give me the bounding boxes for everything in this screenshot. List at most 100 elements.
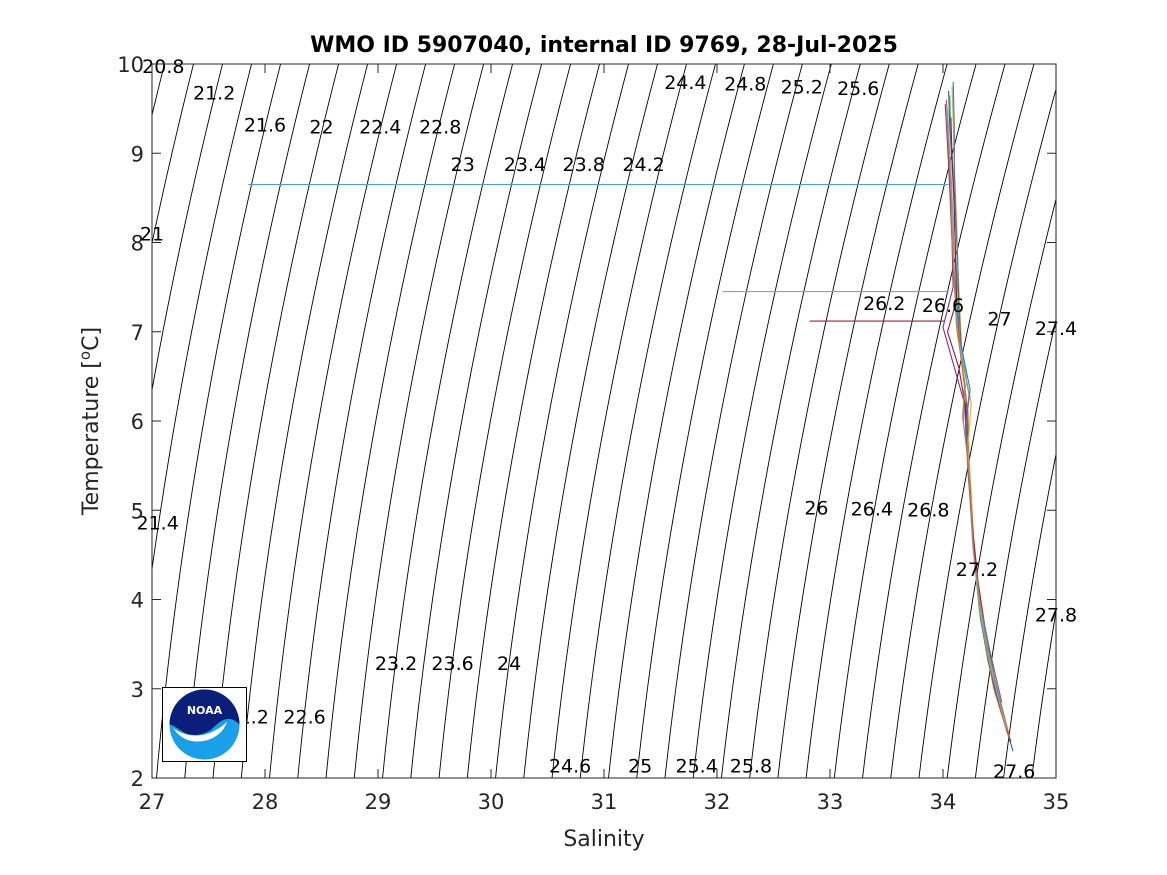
isopycnal-label: 24.8 bbox=[724, 74, 766, 96]
y-tick-label: 7 bbox=[131, 321, 144, 345]
isopycnal-label: 21.4 bbox=[136, 513, 178, 535]
isopycnal-label: 20.8 bbox=[142, 56, 184, 78]
isopycnal-line bbox=[890, 64, 1035, 778]
isopycnal-label: 25.2 bbox=[781, 76, 823, 98]
isopycnal-line bbox=[438, 64, 572, 778]
isopycnal-label: 22 bbox=[309, 116, 333, 138]
isopycnal-label: 27 bbox=[987, 308, 1011, 330]
isopycnal-line bbox=[240, 64, 369, 778]
isopycnal-label: 22.6 bbox=[283, 706, 325, 728]
isopycnal-label: 25 bbox=[628, 756, 652, 778]
ts-profiles bbox=[942, 81, 1014, 752]
ts-profile-line bbox=[946, 117, 1012, 743]
isopycnal-label: 26 bbox=[804, 498, 828, 520]
isopycnal-line bbox=[720, 64, 861, 778]
isopycnal-lines bbox=[152, 64, 1056, 778]
isopycnal-label: 22.4 bbox=[359, 116, 401, 138]
isopycnal-label: 26.4 bbox=[851, 498, 893, 520]
isopycnal-line bbox=[353, 64, 485, 778]
isopycnal-line bbox=[466, 64, 601, 778]
noaa-logo: NOAA bbox=[162, 687, 247, 762]
isopycnal-line bbox=[269, 64, 398, 778]
x-tick-label: 29 bbox=[365, 790, 392, 814]
y-tick-label: 3 bbox=[131, 678, 144, 702]
ts-profile-line bbox=[946, 108, 1007, 730]
y-tick-label: 10 bbox=[117, 53, 144, 77]
x-axis-ticks: 27 28 29 30 31 32 33 34 35 bbox=[139, 64, 1070, 814]
isopycnal-line bbox=[974, 317, 1056, 778]
isopycnal-line bbox=[664, 64, 803, 778]
y-axis-label-superscript: o bbox=[76, 351, 94, 360]
isopycnal-label: 24.2 bbox=[622, 154, 664, 176]
isopycnal-line bbox=[152, 64, 223, 393]
isopycnal-line bbox=[692, 64, 832, 778]
isopycnal-line bbox=[579, 64, 716, 778]
isopycnal-label: 22.8 bbox=[419, 116, 461, 138]
isopycnal-label: 24.4 bbox=[664, 72, 706, 94]
isopycnal-line bbox=[805, 64, 948, 778]
isopycnal-label: 23.8 bbox=[563, 154, 605, 176]
isopycnal-line bbox=[152, 64, 194, 246]
isopycnal-line bbox=[946, 197, 1056, 778]
isopycnal-line bbox=[297, 64, 427, 778]
x-tick-label: 28 bbox=[252, 790, 279, 814]
noaa-logo-text: NOAA bbox=[187, 704, 223, 717]
isopycnal-label: 23.4 bbox=[504, 154, 546, 176]
y-tick-label: 8 bbox=[131, 232, 144, 256]
isopycnal-line bbox=[382, 64, 514, 778]
y-tick-label: 6 bbox=[131, 410, 144, 434]
isopycnal-line bbox=[777, 64, 919, 778]
isopycnal-label: 24.6 bbox=[549, 756, 591, 778]
x-tick-label: 30 bbox=[478, 790, 505, 814]
y-axis-label-text: Temperature [ bbox=[79, 360, 104, 516]
isopycnal-line bbox=[1031, 608, 1056, 778]
isopycnal-label: 21.2 bbox=[193, 83, 235, 105]
isopycnal-line bbox=[495, 64, 629, 778]
y-axis-label-unit: C] bbox=[79, 327, 104, 351]
isopycnal-label: 26.2 bbox=[863, 293, 905, 315]
x-tick-label: 27 bbox=[139, 790, 166, 814]
chart-title: WMO ID 5907040, internal ID 9769, 28-Jul… bbox=[310, 33, 898, 58]
isopycnal-label: 27.6 bbox=[993, 761, 1035, 783]
isopycnal-label: 25.6 bbox=[837, 78, 879, 100]
noaa-logo-upper bbox=[169, 689, 240, 735]
noaa-logo-gull bbox=[173, 722, 227, 742]
x-tick-label: 34 bbox=[930, 790, 957, 814]
x-tick-label: 31 bbox=[591, 790, 618, 814]
y-tick-label: 9 bbox=[131, 142, 144, 166]
y-tick-label: 5 bbox=[131, 499, 144, 523]
y-axis-label: Temperature [oC] bbox=[76, 327, 104, 516]
isopycnal-labels: 20.8 21.2 21.6 22 22.4 22.8 23 23.4 23.8 24.2 24.4… bbox=[136, 56, 1077, 783]
isopycnal-line bbox=[749, 64, 890, 778]
isopycnal-line bbox=[636, 64, 774, 778]
isopycnal-label: 26.6 bbox=[922, 295, 964, 317]
isopycnal-line bbox=[410, 64, 543, 778]
isopycnal-line bbox=[523, 64, 658, 778]
isopycnal-line bbox=[1003, 452, 1056, 778]
isopycnal-label: 24 bbox=[497, 653, 521, 675]
plot-area bbox=[152, 64, 1056, 778]
x-tick-label: 32 bbox=[704, 790, 731, 814]
ts-profile-line bbox=[945, 113, 1011, 738]
y-tick-label: 2 bbox=[131, 767, 144, 791]
isopycnal-line bbox=[325, 64, 456, 778]
isopycnal-line bbox=[862, 64, 1006, 778]
isopycnal-line bbox=[608, 64, 745, 778]
isopycnal-label: 26.8 bbox=[907, 499, 949, 521]
isopycnal-label: 25.4 bbox=[676, 756, 718, 778]
x-tick-label: 33 bbox=[817, 790, 844, 814]
isopycnal-line bbox=[918, 87, 1056, 778]
isopycnal-label: 21.6 bbox=[244, 115, 286, 137]
x-tick-label: 35 bbox=[1043, 790, 1070, 814]
isopycnal-label: 23 bbox=[451, 154, 475, 176]
isopycnal-line bbox=[551, 64, 687, 778]
x-axis-label: Salinity bbox=[563, 827, 644, 852]
isopycnal-label: 27.2 bbox=[956, 559, 998, 581]
isopycnal-label: 23.6 bbox=[431, 653, 473, 675]
isopycnal-line bbox=[152, 64, 253, 573]
isopycnal-label: 25.8 bbox=[730, 756, 772, 778]
isopycnal-label: 23.2 bbox=[375, 653, 417, 675]
y-tick-label: 4 bbox=[131, 589, 144, 613]
profile-spikes bbox=[248, 183, 949, 322]
